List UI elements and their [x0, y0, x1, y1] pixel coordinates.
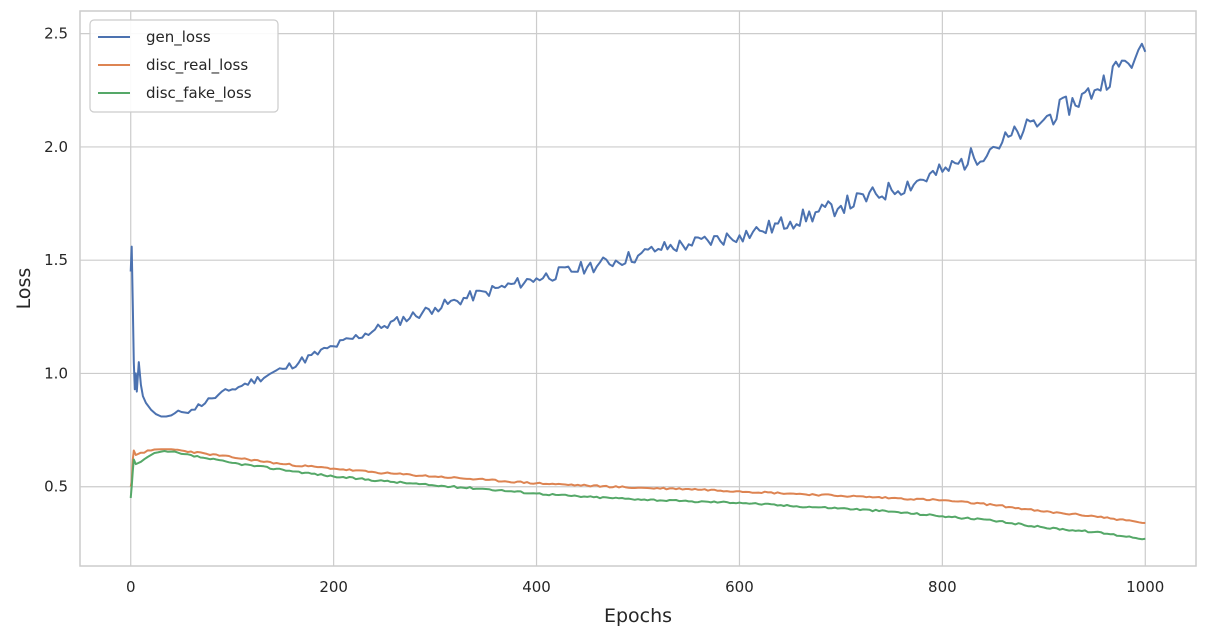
x-axis-label: Epochs [604, 605, 672, 627]
y-tick-label: 1.0 [44, 364, 68, 382]
y-tick-label: 1.5 [44, 251, 68, 269]
x-tick-label: 1000 [1126, 578, 1164, 596]
legend-label: disc_real_loss [146, 56, 248, 75]
x-tick-label: 600 [725, 578, 754, 596]
y-tick-label: 2.5 [44, 25, 68, 43]
y-tick-label: 2.0 [44, 138, 68, 156]
y-axis-label: Loss [13, 268, 35, 310]
y-tick-label: 0.5 [44, 478, 68, 496]
x-tick-label: 0 [126, 578, 136, 596]
legend-label: disc_fake_loss [146, 84, 252, 103]
plot-frame [79, 10, 1197, 567]
x-tick-label: 800 [928, 578, 957, 596]
series-line-disc-real-loss [129, 448, 1146, 524]
legend-box [89, 19, 279, 113]
series-line-gen-loss [129, 42, 1147, 418]
series-line-disc-fake-loss [129, 450, 1146, 541]
x-tick-label: 200 [319, 578, 348, 596]
legend-label: gen_loss [146, 28, 211, 47]
x-tick-label: 400 [522, 578, 551, 596]
